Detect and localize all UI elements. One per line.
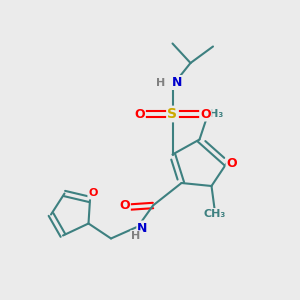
Text: O: O [226,157,237,170]
Text: CH₃: CH₃ [203,209,226,219]
Text: O: O [119,199,130,212]
Text: N: N [172,76,182,89]
Text: O: O [134,107,145,121]
Text: N: N [137,221,148,235]
Text: H: H [157,77,166,88]
Text: O: O [200,107,211,121]
Text: O: O [88,188,98,199]
Text: H: H [131,231,140,241]
Text: S: S [167,107,178,121]
Text: CH₃: CH₃ [201,109,224,119]
